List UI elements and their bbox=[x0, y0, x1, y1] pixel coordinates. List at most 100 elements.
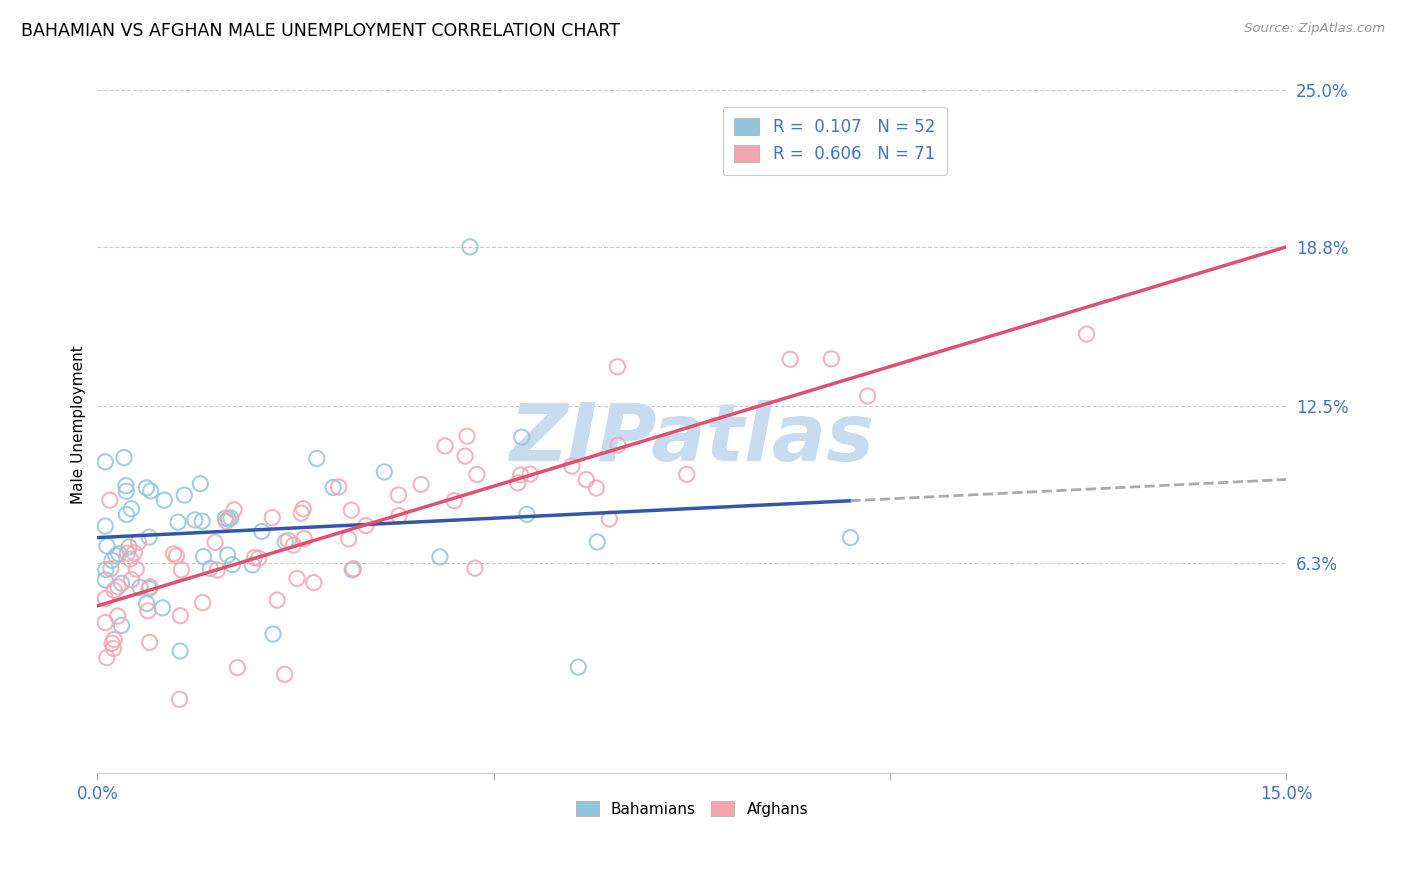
Point bbox=[191, 514, 214, 528]
Point bbox=[200, 561, 222, 575]
Point bbox=[342, 563, 364, 577]
Point bbox=[510, 430, 533, 444]
Point bbox=[373, 465, 395, 479]
Point bbox=[585, 481, 607, 495]
Point bbox=[516, 508, 538, 522]
Point bbox=[107, 547, 129, 561]
Point bbox=[266, 593, 288, 607]
Point bbox=[100, 561, 122, 575]
Point bbox=[292, 501, 315, 516]
Point bbox=[1076, 327, 1098, 342]
Point bbox=[184, 513, 207, 527]
Point bbox=[118, 540, 141, 554]
Point bbox=[94, 591, 117, 606]
Point bbox=[247, 551, 270, 566]
Point bbox=[434, 439, 457, 453]
Point bbox=[675, 467, 697, 482]
Point bbox=[221, 558, 243, 572]
Point bbox=[262, 510, 284, 524]
Text: BAHAMIAN VS AFGHAN MALE UNEMPLOYMENT CORRELATION CHART: BAHAMIAN VS AFGHAN MALE UNEMPLOYMENT COR… bbox=[21, 22, 620, 40]
Point bbox=[94, 573, 117, 587]
Point bbox=[218, 512, 240, 526]
Point bbox=[607, 438, 630, 452]
Point bbox=[250, 524, 273, 539]
Point bbox=[125, 562, 148, 576]
Point bbox=[139, 580, 162, 594]
Text: Source: ZipAtlas.com: Source: ZipAtlas.com bbox=[1244, 22, 1385, 36]
Y-axis label: Male Unemployment: Male Unemployment bbox=[72, 346, 86, 505]
Point bbox=[567, 660, 589, 674]
Point bbox=[103, 632, 125, 647]
Point bbox=[124, 546, 146, 560]
Point bbox=[120, 552, 142, 566]
Point bbox=[561, 459, 583, 474]
Point bbox=[506, 475, 529, 490]
Point bbox=[103, 583, 125, 598]
Point bbox=[409, 477, 432, 491]
Point bbox=[354, 518, 377, 533]
Point bbox=[207, 563, 229, 577]
Point bbox=[328, 480, 350, 494]
Point bbox=[464, 561, 486, 575]
Point bbox=[465, 467, 488, 482]
Point bbox=[215, 515, 238, 529]
Point bbox=[388, 508, 411, 523]
Point bbox=[820, 351, 842, 366]
Point bbox=[285, 571, 308, 585]
Point bbox=[342, 562, 364, 576]
Point bbox=[240, 558, 263, 572]
Point bbox=[101, 636, 124, 650]
Point bbox=[94, 563, 117, 577]
Point bbox=[128, 535, 150, 549]
Legend: Bahamians, Afghans: Bahamians, Afghans bbox=[568, 793, 815, 824]
Point bbox=[190, 476, 212, 491]
Point bbox=[138, 635, 160, 649]
Point bbox=[94, 455, 117, 469]
Point bbox=[340, 503, 363, 517]
Point bbox=[107, 609, 129, 624]
Point bbox=[115, 484, 138, 499]
Point bbox=[519, 467, 541, 482]
Point bbox=[292, 532, 315, 546]
Point bbox=[226, 661, 249, 675]
Point bbox=[169, 608, 191, 623]
Point bbox=[262, 627, 284, 641]
Point bbox=[598, 512, 620, 526]
Point bbox=[274, 534, 297, 549]
Point bbox=[214, 511, 236, 525]
Point bbox=[243, 550, 266, 565]
Point bbox=[169, 644, 191, 658]
Point bbox=[110, 576, 132, 591]
Point bbox=[107, 580, 129, 594]
Point bbox=[121, 573, 143, 587]
Point bbox=[162, 547, 184, 561]
Point bbox=[112, 450, 135, 465]
Point bbox=[217, 548, 239, 562]
Point bbox=[458, 240, 481, 254]
Point bbox=[94, 615, 117, 630]
Point bbox=[337, 532, 360, 546]
Point bbox=[387, 488, 409, 502]
Point bbox=[779, 352, 801, 367]
Point bbox=[96, 650, 118, 665]
Point bbox=[191, 596, 214, 610]
Point bbox=[167, 515, 190, 529]
Point bbox=[170, 563, 193, 577]
Point bbox=[783, 138, 806, 153]
Point bbox=[139, 483, 162, 498]
Point bbox=[101, 553, 124, 567]
Point bbox=[103, 641, 125, 656]
Point bbox=[120, 501, 142, 516]
Point bbox=[136, 604, 159, 618]
Point bbox=[305, 451, 328, 466]
Point bbox=[129, 580, 152, 594]
Point bbox=[98, 493, 121, 508]
Point bbox=[135, 481, 157, 495]
Point bbox=[290, 506, 312, 520]
Point bbox=[117, 546, 139, 560]
Point bbox=[509, 468, 531, 483]
Point bbox=[152, 600, 174, 615]
Point bbox=[322, 480, 344, 494]
Point bbox=[456, 429, 478, 443]
Text: ZIPatlas: ZIPatlas bbox=[509, 400, 875, 478]
